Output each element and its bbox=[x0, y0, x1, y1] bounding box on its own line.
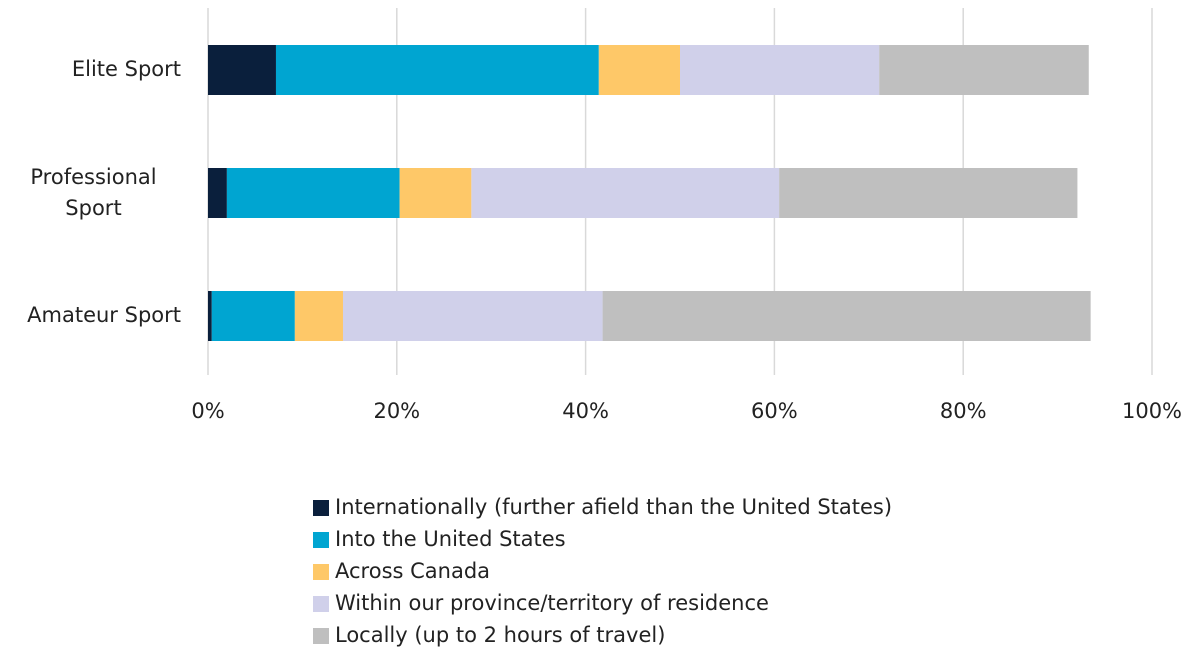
bar-segment bbox=[208, 168, 227, 218]
legend-label: Across Canada bbox=[335, 559, 490, 583]
bar-segment bbox=[680, 45, 880, 95]
x-tick-label: 20% bbox=[373, 399, 420, 423]
legend-label: Internationally (further afield than the… bbox=[335, 495, 892, 519]
category-text: Amateur Sport bbox=[27, 303, 181, 328]
bar-segment bbox=[602, 291, 1091, 341]
category-label: Amateur Sport bbox=[27, 276, 181, 356]
x-tick-label: 60% bbox=[751, 399, 798, 423]
bar-segment bbox=[226, 168, 400, 218]
category-label: Professional Sport bbox=[6, 153, 181, 233]
legend-swatch bbox=[313, 564, 329, 580]
legend-label: Within our province/territory of residen… bbox=[335, 591, 769, 615]
category-text: Professional Sport bbox=[30, 164, 157, 221]
x-tick-label: 80% bbox=[940, 399, 987, 423]
legend-swatch bbox=[313, 500, 329, 516]
x-tick-label: 40% bbox=[562, 399, 609, 423]
bar-segment bbox=[208, 45, 276, 95]
bar-segment bbox=[598, 45, 680, 95]
bar-segment bbox=[471, 168, 780, 218]
legend-swatch bbox=[313, 596, 329, 612]
category-text: Elite Sport bbox=[71, 57, 181, 82]
bar-segment bbox=[342, 291, 603, 341]
bar-segment bbox=[779, 168, 1078, 218]
legend-swatch bbox=[313, 628, 329, 644]
bar-segment bbox=[879, 45, 1089, 95]
bar-segment bbox=[294, 291, 343, 341]
bar-segment bbox=[211, 291, 295, 341]
legend-label: Into the United States bbox=[335, 527, 566, 551]
x-tick-label: 0% bbox=[191, 399, 224, 423]
category-label: Elite Sport bbox=[72, 30, 181, 110]
bar-segment bbox=[275, 45, 599, 95]
legend-label: Locally (up to 2 hours of travel) bbox=[335, 623, 665, 647]
legend-swatch bbox=[313, 532, 329, 548]
bar-segment bbox=[399, 168, 472, 218]
x-tick-label: 100% bbox=[1122, 399, 1182, 423]
bar-segment bbox=[208, 291, 212, 341]
